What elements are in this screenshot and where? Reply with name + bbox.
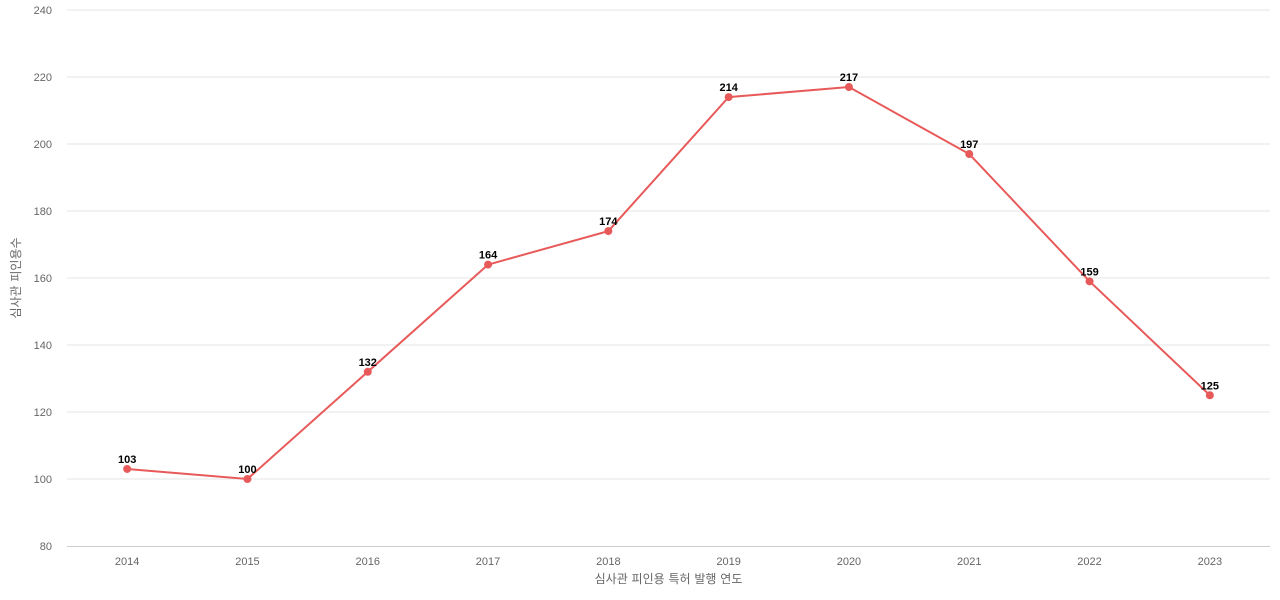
data-label: 100 <box>238 464 256 476</box>
x-tick-label: 2014 <box>115 556 139 568</box>
data-point[interactable] <box>484 260 493 269</box>
y-tick-label: 140 <box>34 340 52 352</box>
x-tick-label: 2015 <box>235 556 259 568</box>
y-tick-label: 220 <box>34 72 52 84</box>
data-point[interactable] <box>1085 277 1094 286</box>
y-tick-label: 200 <box>34 139 52 151</box>
data-label: 125 <box>1201 380 1219 392</box>
data-point[interactable] <box>363 367 372 376</box>
y-tick-label: 80 <box>40 541 52 553</box>
y-tick-label: 240 <box>34 5 52 17</box>
data-label: 174 <box>599 216 618 228</box>
data-label: 217 <box>840 72 858 84</box>
series-line <box>127 86 1211 481</box>
y-axis-title: 심사관 피인용수 <box>9 237 23 318</box>
y-tick-label: 160 <box>34 273 52 285</box>
x-axis-title: 심사관 피인용 특허 발행 연도 <box>595 571 743 586</box>
data-label: 132 <box>359 357 377 369</box>
data-label: 164 <box>479 250 498 262</box>
data-point[interactable] <box>123 464 132 473</box>
y-tick-label: 100 <box>34 474 52 486</box>
data-label: 103 <box>118 454 136 466</box>
gridlines <box>67 9 1270 480</box>
x-tick-label: 2016 <box>356 556 380 568</box>
x-tick-label: 2022 <box>1077 556 1101 568</box>
x-tick-label: 2020 <box>837 556 861 568</box>
data-point[interactable] <box>965 150 974 159</box>
data-point[interactable] <box>604 227 613 236</box>
data-point[interactable] <box>1205 391 1214 400</box>
x-tick-label: 2023 <box>1198 556 1222 568</box>
x-tick-label: 2021 <box>957 556 981 568</box>
data-labels: 103 100 132 164 174 214 217 197 159 125 <box>118 72 1219 476</box>
x-tick-label: 2019 <box>716 556 740 568</box>
y-tick-label: 120 <box>34 407 52 419</box>
data-label: 197 <box>960 139 978 151</box>
data-label: 214 <box>719 82 738 94</box>
y-axis-ticks: 80 100 120 140 160 180 200 220 240 <box>34 5 52 553</box>
x-tick-label: 2017 <box>476 556 500 568</box>
x-axis-ticks: 2014 2015 2016 2017 2018 2019 2020 2021 2022 2023 <box>115 556 1222 568</box>
data-point[interactable] <box>243 475 252 483</box>
x-tick-label: 2018 <box>596 556 620 568</box>
data-label: 159 <box>1080 266 1098 278</box>
data-point[interactable] <box>724 93 733 102</box>
series-layer <box>123 83 1214 483</box>
data-point[interactable] <box>844 83 853 92</box>
y-tick-label: 180 <box>34 206 52 218</box>
